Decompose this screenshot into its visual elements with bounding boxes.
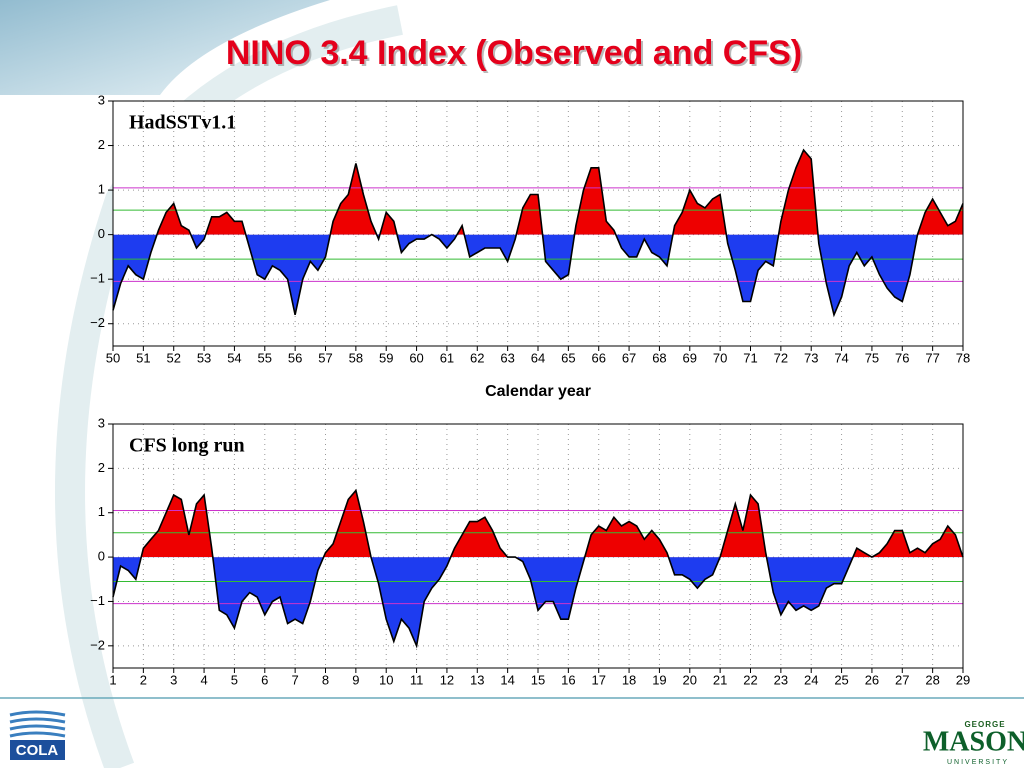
y-tick-label: 3 — [98, 92, 105, 107]
x-tick-label: 61 — [440, 350, 454, 365]
x-tick-label: 65 — [561, 350, 575, 365]
positive-area — [141, 490, 963, 558]
x-tick-label: 13 — [470, 672, 484, 687]
x-tick-label: 64 — [531, 350, 545, 365]
x-tick-label: 12 — [440, 672, 454, 687]
y-tick-label: 2 — [98, 137, 105, 152]
y-tick-label: −1 — [90, 593, 105, 608]
x-tick-label: 51 — [136, 350, 150, 365]
x-tick-label: 67 — [622, 350, 636, 365]
cola-text: COLA — [16, 742, 59, 759]
x-tick-label: 66 — [591, 350, 605, 365]
x-tick-label: 73 — [804, 350, 818, 365]
y-tick-label: 1 — [98, 182, 105, 197]
chart: −2 −1 0 1 2 3 50 51 52 53 54 55 56 57 58 59 60 61 62 63 64 65… — [90, 92, 970, 400]
plot-background — [113, 424, 963, 668]
y-tick-label: 2 — [98, 460, 105, 475]
x-tick-label: 19 — [652, 672, 666, 687]
x-tick-label: 16 — [561, 672, 575, 687]
x-tick-label: 6 — [261, 672, 268, 687]
x-tick-label: 8 — [322, 672, 329, 687]
index-line — [112, 488, 964, 649]
x-tick-label: 28 — [925, 672, 939, 687]
y-tick-label: −2 — [90, 637, 105, 652]
x-tick-label: 25 — [834, 672, 848, 687]
x-tick-label: 4 — [200, 672, 207, 687]
title-shadow: NINO 3.4 Index (Observed and CFS) — [228, 36, 804, 74]
x-tick-label: 57 — [318, 350, 332, 365]
x-tick-label: 21 — [713, 672, 727, 687]
logo-waves — [9, 710, 66, 738]
x-axis-label: Calendar year — [485, 383, 591, 400]
x-tick-label: 53 — [197, 350, 211, 365]
x-tick-label: 60 — [409, 350, 423, 365]
mason-main: MASON — [923, 726, 1024, 757]
x-tick-label: 15 — [531, 672, 545, 687]
cola-logo: COLA — [9, 710, 66, 760]
y-tick-label: −1 — [90, 271, 105, 286]
x-tick-label: 2 — [140, 672, 147, 687]
x-tick-label: 72 — [774, 350, 788, 365]
negative-area — [113, 557, 963, 646]
x-tick-label: 23 — [774, 672, 788, 687]
x-tick-label: 68 — [652, 350, 666, 365]
x-tick-label: 63 — [500, 350, 514, 365]
x-tick-label: 18 — [622, 672, 636, 687]
mason-bottom: UNIVERSITY — [947, 759, 1009, 766]
x-tick-label: 7 — [292, 672, 299, 687]
x-tick-label: 69 — [683, 350, 697, 365]
x-tick-label: 56 — [288, 350, 302, 365]
negative-area — [113, 234, 918, 315]
x-tick-label: 59 — [379, 350, 393, 365]
x-tick-label: 62 — [470, 350, 484, 365]
logo-box — [10, 740, 65, 760]
x-tick-label: 26 — [865, 672, 879, 687]
x-tick-label: 77 — [925, 350, 939, 365]
x-tick-label: 3 — [170, 672, 177, 687]
x-tick-label: 10 — [379, 672, 393, 687]
x-tick-label: 58 — [349, 350, 363, 365]
x-tick-label: 17 — [591, 672, 605, 687]
title: NINO 3.4 Index (Observed and CFS) — [226, 34, 802, 72]
x-tick-label: 52 — [166, 350, 180, 365]
x-tick-label: 1 — [109, 672, 116, 687]
mason-logo: GEORGE MASON UNIVERSITY — [923, 720, 1024, 766]
x-tick-label: 11 — [410, 672, 424, 687]
x-tick-label: 76 — [895, 350, 909, 365]
y-tick-label: 0 — [98, 226, 105, 241]
x-tick-label: 29 — [956, 672, 970, 687]
x-tick-label: 27 — [895, 672, 909, 687]
y-tick-label: 0 — [98, 549, 105, 564]
y-tick-label: 3 — [98, 415, 105, 430]
y-tick-label: 1 — [98, 504, 105, 519]
x-tick-label: 70 — [713, 350, 727, 365]
x-tick-label: 55 — [258, 350, 272, 365]
x-tick-label: 75 — [865, 350, 879, 365]
x-tick-label: 71 — [743, 350, 757, 365]
x-tick-label: 14 — [500, 672, 514, 687]
x-tick-label: 22 — [743, 672, 757, 687]
x-tick-label: 24 — [804, 672, 818, 687]
x-tick-label: 78 — [956, 350, 970, 365]
x-tick-label: 20 — [683, 672, 697, 687]
corner-decoration — [0, 0, 330, 95]
panel-label: CFS long run — [129, 435, 245, 457]
arc-decoration — [55, 5, 403, 773]
x-tick-label: 5 — [231, 672, 238, 687]
positive-area — [113, 150, 963, 235]
x-tick-label: 74 — [834, 350, 848, 365]
x-tick-label: 9 — [352, 672, 359, 687]
x-tick-label: 54 — [227, 350, 241, 365]
y-tick-label: −2 — [90, 315, 105, 330]
mason-top: GEORGE — [964, 720, 1005, 729]
index-line — [112, 148, 964, 318]
x-tick-label: 50 — [106, 350, 120, 365]
panel-label: HadSSTv1.1 — [129, 112, 236, 134]
